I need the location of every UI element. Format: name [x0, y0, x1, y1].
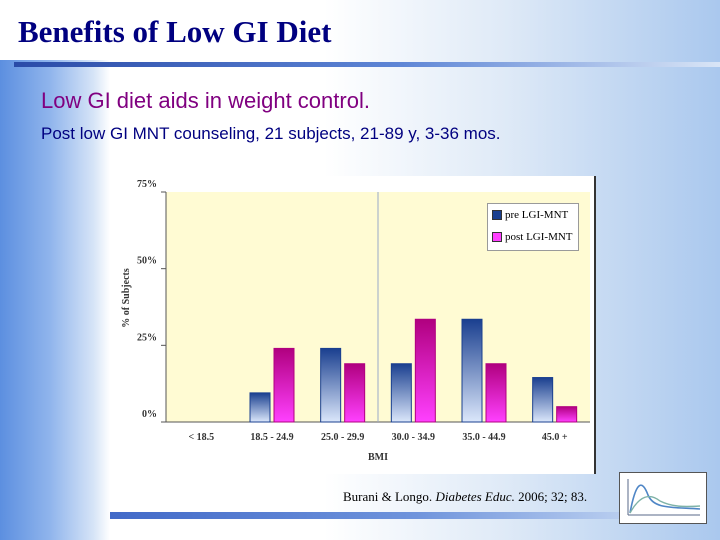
legend-item-pre: pre LGI-MNT: [492, 209, 568, 221]
title-rule: [14, 62, 720, 67]
bar-pre: [320, 347, 342, 423]
bar-pre: [532, 377, 554, 423]
citation-journal: Diabetes Educ.: [435, 489, 515, 504]
citation-authors: Burani & Longo.: [343, 489, 433, 504]
slide-subtitle: Low GI diet aids in weight control.: [41, 88, 370, 113]
chart-legend: pre LGI-MNT post LGI-MNT: [487, 203, 579, 251]
citation: Burani & Longo. Diabetes Educ. 2006; 32;…: [343, 489, 587, 505]
x-tick-label: 25.0 - 29.9: [321, 432, 364, 443]
x-axis-label: BMI: [368, 452, 388, 463]
y-tick-label: 0%: [142, 409, 157, 420]
y-tick-label: 50%: [137, 256, 157, 267]
bar-post: [556, 406, 578, 423]
x-tick-label: 35.0 - 44.9: [462, 432, 505, 443]
y-axis-label: % of Subjects: [121, 268, 132, 328]
citation-rest: 2006; 32; 83.: [518, 489, 588, 504]
slide-detail: Post low GI MNT counseling, 21 subjects,…: [41, 124, 501, 143]
bar-post: [485, 363, 507, 423]
bar-pre: [390, 363, 412, 423]
bar-post: [344, 363, 366, 423]
bar-pre: [249, 392, 271, 423]
y-tick-label: 25%: [137, 332, 157, 343]
y-tick-label: 75%: [137, 179, 157, 190]
legend-label-post: post LGI-MNT: [505, 231, 573, 243]
bar-pre: [461, 318, 483, 423]
slide-title: Benefits of Low GI Diet: [18, 14, 332, 49]
x-tick-label: 45.0 +: [542, 432, 568, 443]
x-tick-label: < 18.5: [188, 432, 214, 443]
bar-post: [414, 318, 436, 423]
bar-post: [273, 347, 295, 423]
x-tick-label: 18.5 - 24.9: [250, 432, 293, 443]
gi-curve-logo-icon: [627, 479, 701, 516]
background-left-band: [0, 60, 110, 540]
gi-curve-logo: [619, 472, 707, 524]
legend-swatch-pre: [492, 210, 502, 220]
bottom-rule: [110, 512, 620, 519]
legend-item-post: post LGI-MNT: [492, 231, 573, 243]
legend-label-pre: pre LGI-MNT: [505, 209, 569, 221]
legend-swatch-post: [492, 232, 502, 242]
x-tick-label: 30.0 - 34.9: [392, 432, 435, 443]
